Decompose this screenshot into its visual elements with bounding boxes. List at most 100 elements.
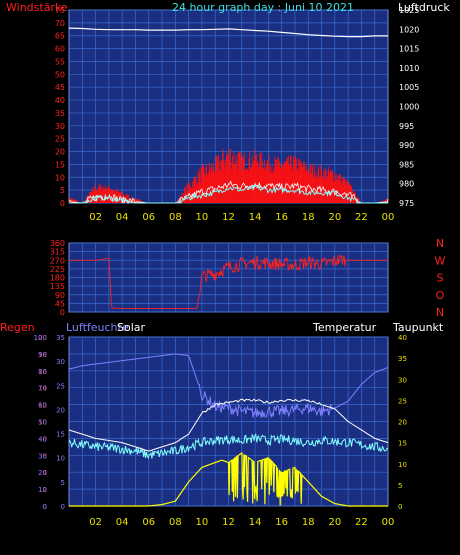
hour-tick-label: 20 (328, 212, 341, 223)
hour-tick-label: 00 (382, 212, 395, 223)
humidity-tick-label: 40 (38, 435, 47, 443)
pressure-tick-label: 980 (399, 180, 414, 189)
hour-tick-label: 12 (222, 212, 235, 223)
hour-tick-label: 22 (355, 212, 368, 223)
hour-tick-label: 16 (275, 212, 288, 223)
wind-axis-title: Windstärke (6, 1, 68, 14)
rain-tick-label: 20 (38, 334, 47, 342)
pressure-tick-label: 975 (399, 199, 414, 208)
solar-tick-label: 25 (56, 382, 65, 390)
temperature-tick-label: 25 (398, 397, 407, 405)
pressure-tick-label: 1015 (399, 45, 419, 54)
solar-tick-label: 35 (56, 334, 65, 342)
wind-tick-label: 60 (55, 45, 65, 54)
pressure-line (68, 27, 388, 38)
hour-tick-label: 18 (302, 212, 315, 223)
direction-tick-label: 90 (55, 291, 65, 300)
hour-tick-label-bottom: 04 (116, 517, 129, 528)
rain-tick-label: 16 (38, 368, 47, 376)
hour-tick-label: 14 (249, 212, 262, 223)
solar-tick-label: 0 (61, 503, 65, 511)
rain-tick-label: 14 (38, 385, 47, 393)
pressure-tick-label: 990 (399, 141, 414, 150)
pressure-tick-label: 1020 (399, 25, 419, 34)
dewpoint-line (68, 433, 389, 460)
dewpoint-axis-title: Taupunkt (393, 321, 444, 334)
wind-tick-label: 65 (55, 32, 65, 41)
wind-mean-line (68, 180, 389, 204)
temperature-line (68, 398, 389, 452)
wind-tick-label: 30 (55, 122, 65, 131)
hour-tick-label-bottom: 06 (142, 517, 155, 528)
humidity-tick-label: 50 (38, 419, 47, 427)
humidity-tick-label: 60 (38, 402, 47, 410)
temperature-tick-label: 20 (398, 419, 407, 427)
humidity-tick-label: 30 (38, 452, 47, 460)
humidity-tick-label: 0 (43, 503, 47, 511)
pressure-tick-label: 1000 (399, 103, 419, 112)
hour-tick-label-bottom: 00 (382, 517, 395, 528)
humidity-tick-label: 10 (38, 486, 47, 494)
direction-tick-label: 315 (50, 248, 65, 257)
solar-tick-label: 20 (56, 406, 65, 414)
direction-compass-label: W (435, 254, 446, 267)
humidity-tick-label: 80 (38, 368, 47, 376)
wind-tick-label: 50 (55, 70, 65, 79)
direction-tick-label: 360 (50, 239, 65, 248)
hour-tick-label-bottom: 14 (249, 517, 262, 528)
rain-tick-label: 0 (43, 503, 47, 511)
temperature-tick-label: 10 (398, 461, 407, 469)
humidity-tick-label: 90 (38, 351, 47, 359)
wind-tick-label: 15 (55, 160, 65, 169)
hour-tick-label-bottom: 16 (275, 517, 288, 528)
hour-tick-label: 08 (169, 212, 182, 223)
pressure-tick-label: 1005 (399, 83, 419, 92)
direction-compass-label: N (436, 306, 444, 319)
wind-10min-line (69, 184, 388, 204)
temperature-axis-title: Temperatur (313, 321, 377, 334)
direction-compass-label: S (437, 272, 444, 285)
wind-tick-label: 5 (60, 186, 65, 195)
solar-tick-label: 10 (56, 455, 65, 463)
humidity-axis-title: Luftfeuchte (66, 321, 129, 334)
wind-tick-label: 35 (55, 109, 65, 118)
wind-tick-label: 55 (55, 57, 65, 66)
wind-tick-label: 20 (55, 148, 65, 157)
wind-direction-line (69, 254, 388, 310)
hour-tick-label-bottom: 12 (222, 517, 235, 528)
hour-tick-label-bottom: 10 (196, 517, 209, 528)
hour-tick-label-bottom: 08 (169, 517, 182, 528)
hour-tick-label-bottom: 22 (355, 517, 368, 528)
direction-tick-label: 45 (55, 299, 65, 308)
temperature-tick-label: 15 (398, 440, 407, 448)
direction-tick-label: 180 (50, 274, 65, 283)
rain-tick-label: 8 (43, 435, 47, 443)
temperature-tick-label: 30 (398, 376, 407, 384)
wind-tick-label: 40 (55, 96, 65, 105)
wind-tick-label: 45 (55, 83, 65, 92)
rain-tick-label: 6 (43, 452, 48, 460)
pressure-tick-label: 1025 (399, 6, 419, 15)
chart-title: 24 hour graph day : Juni 10 2021 (172, 1, 355, 14)
direction-tick-label: 225 (50, 265, 65, 274)
direction-tick-label: 0 (60, 308, 65, 317)
direction-compass-label: O (436, 289, 445, 302)
rain-tick-label: 18 (38, 351, 47, 359)
pressure-tick-label: 1010 (399, 64, 419, 73)
humidity-tick-label: 100 (34, 334, 47, 342)
wind-tick-label: 0 (60, 199, 65, 208)
rain-tick-label: 2 (43, 486, 47, 494)
hour-tick-label-bottom: 18 (302, 517, 315, 528)
hour-tick-label: 06 (142, 212, 155, 223)
solar-axis-title: Solar (117, 321, 146, 334)
wind-tick-label: 25 (55, 135, 65, 144)
hour-tick-label-bottom: 02 (89, 517, 102, 528)
hour-tick-label: 04 (116, 212, 129, 223)
temperature-tick-label: 40 (398, 334, 407, 342)
humidity-line (68, 353, 389, 419)
rain-tick-label: 4 (43, 469, 48, 477)
solar-tick-label: 15 (56, 431, 65, 439)
pressure-tick-label: 985 (399, 160, 414, 169)
pressure-axis-title: Luftdruck (398, 1, 450, 14)
